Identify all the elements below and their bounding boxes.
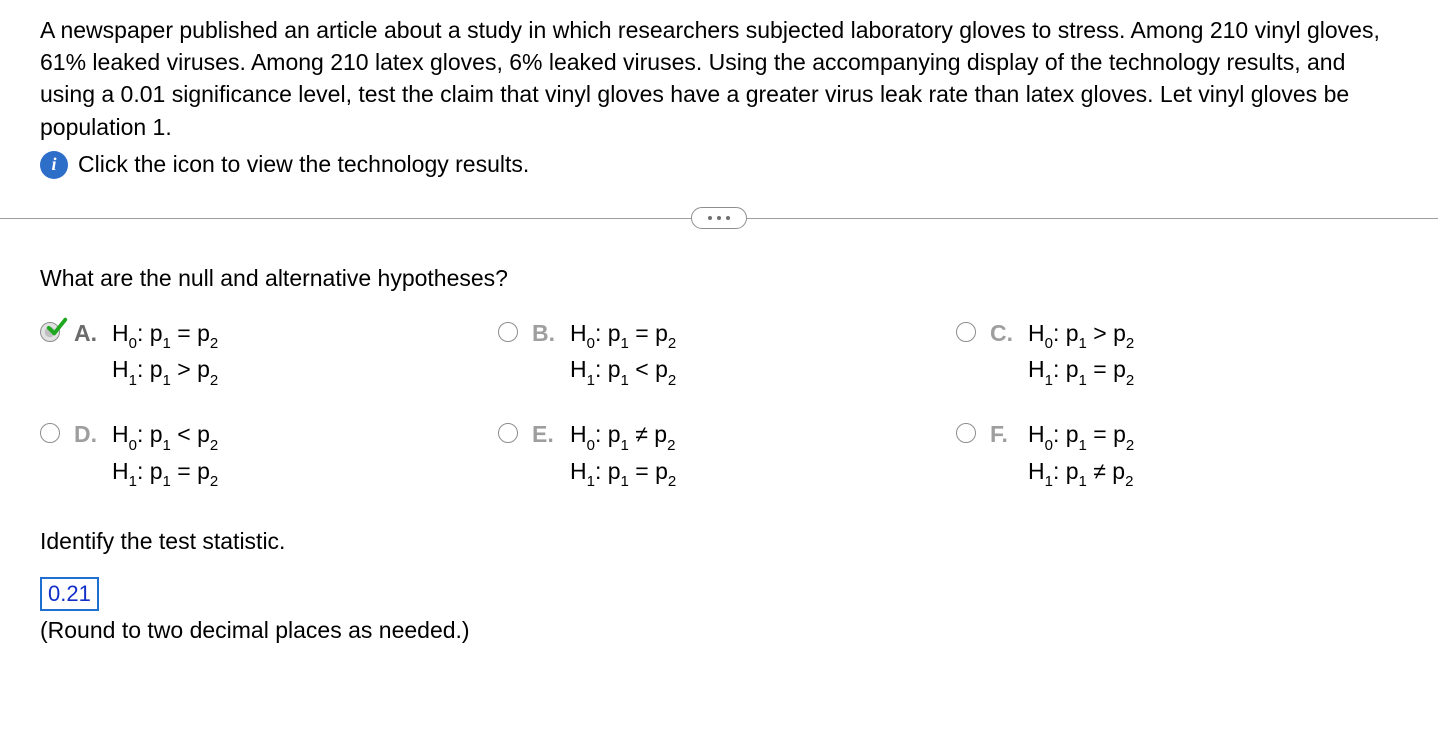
option-c[interactable]: C. H0: p1 > p2 H1: p1 = p2 [956, 320, 1398, 387]
radio-circle[interactable] [40, 423, 60, 443]
option-e-h0: H0: p1 ≠ p2 [570, 421, 676, 452]
option-c-h0: H0: p1 > p2 [1028, 320, 1134, 351]
option-letter: D. [74, 421, 100, 448]
technology-results-link-row: i Click the icon to view the technology … [40, 151, 1398, 179]
option-c-h1: H1: p1 = p2 [1028, 356, 1134, 387]
option-d-h1: H1: p1 = p2 [112, 458, 218, 489]
option-d-h0: H0: p1 < p2 [112, 421, 218, 452]
option-letter: C. [990, 320, 1016, 347]
radio-circle[interactable] [956, 423, 976, 443]
options-grid: A. H0: p1 = p2 H1: p1 > p2 B. H0: p1 = p… [40, 320, 1398, 488]
expand-icon[interactable] [691, 207, 747, 229]
option-letter: B. [532, 320, 558, 347]
option-b-h0: H0: p1 = p2 [570, 320, 676, 351]
test-statistic-input[interactable]: 0.21 [40, 577, 99, 611]
problem-statement: A newspaper published an article about a… [40, 14, 1398, 143]
option-d[interactable]: D. H0: p1 < p2 H1: p1 = p2 [40, 421, 482, 488]
option-e[interactable]: E. H0: p1 ≠ p2 H1: p1 = p2 [498, 421, 940, 488]
option-letter: A. [74, 320, 100, 347]
option-b-h1: H1: p1 < p2 [570, 356, 676, 387]
info-icon[interactable]: i [40, 151, 68, 179]
option-a[interactable]: A. H0: p1 = p2 H1: p1 > p2 [40, 320, 482, 387]
option-b[interactable]: B. H0: p1 = p2 H1: p1 < p2 [498, 320, 940, 387]
option-f[interactable]: F. H0: p1 = p2 H1: p1 ≠ p2 [956, 421, 1398, 488]
radio-circle[interactable] [956, 322, 976, 342]
option-a-h0: H0: p1 = p2 [112, 320, 218, 351]
option-f-h1: H1: p1 ≠ p2 [1028, 458, 1134, 489]
option-letter: F. [990, 421, 1016, 448]
option-a-h1: H1: p1 > p2 [112, 356, 218, 387]
option-letter: E. [532, 421, 558, 448]
rounding-hint: (Round to two decimal places as needed.) [40, 617, 1398, 644]
option-f-h0: H0: p1 = p2 [1028, 421, 1134, 452]
test-statistic-label: Identify the test statistic. [40, 528, 1398, 555]
check-icon [46, 316, 68, 338]
separator [0, 207, 1438, 229]
radio-circle[interactable] [498, 322, 518, 342]
hypotheses-question: What are the null and alternative hypoth… [40, 265, 1398, 292]
technology-results-link[interactable]: Click the icon to view the technology re… [78, 151, 529, 178]
option-e-h1: H1: p1 = p2 [570, 458, 676, 489]
radio-circle[interactable] [498, 423, 518, 443]
